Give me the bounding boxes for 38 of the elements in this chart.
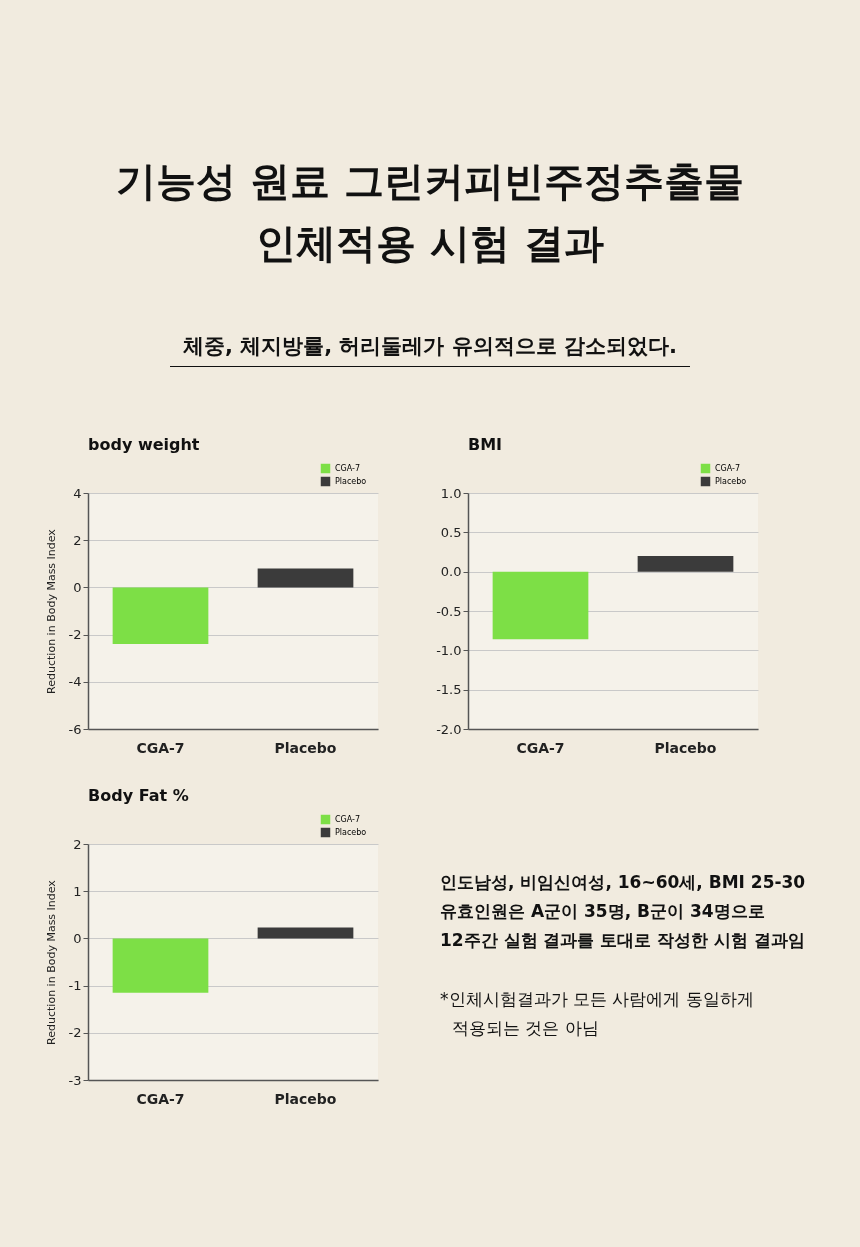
y-tick-label: -1.0 [436, 642, 462, 658]
legend-label: Placebo [335, 476, 367, 486]
y-tick-label: -4 [68, 674, 82, 690]
y-tick-label: -2 [68, 1025, 82, 1041]
x-tick-label: Placebo [274, 739, 337, 756]
y-tick-label: 0.5 [440, 524, 462, 540]
text: 체중, 체지방률, 허리둘레가 유의적으로 감소되었다. [170, 332, 690, 367]
y-axis-title: Reduction in Body Mass Index [44, 528, 58, 694]
legend-label: Placebo [335, 827, 367, 837]
y-tick-label: -0.5 [436, 603, 462, 619]
y-tick-label: 2 [73, 836, 82, 852]
text: *인체시험결과가 모든 사람에게 동일하게 적용되는 것은 아님 [440, 988, 755, 1040]
y-tick-label: -2.0 [436, 721, 462, 737]
y-tick-label: -2 [68, 627, 82, 643]
x-tick-label: CGA-7 [516, 739, 565, 756]
y-tick-label: 0.0 [440, 564, 462, 580]
legend-label: CGA-7 [335, 814, 361, 824]
y-tick-label: 4 [73, 485, 82, 501]
y-tick-label: 1.0 [440, 485, 462, 501]
y-tick-label: 0 [73, 930, 82, 946]
x-tick-label: Placebo [654, 739, 717, 756]
chart-title: Body Fat % [88, 786, 189, 805]
text: 인도남성, 비임신여성, 16~60세, BMI 25-30 유효인원은 A군이 35명, B군이 34명으로 12주간 실험 결과를 토대로 작성한 시험 결과임 [440, 871, 806, 952]
y-axis-title: Reduction in Body Mass Index [44, 879, 58, 1045]
chart-title: BMI [468, 435, 503, 454]
text: 기능성 원료 그린커피빈주정추출물 인체적용 시험 결과 [115, 157, 745, 268]
legend-label: CGA-7 [335, 463, 361, 473]
x-tick-label: CGA-7 [136, 739, 185, 756]
y-tick-label: 0 [73, 579, 82, 595]
chart-title: body weight [88, 435, 200, 454]
y-tick-label: 1 [73, 883, 82, 899]
legend-label: Placebo [715, 476, 747, 486]
y-tick-label: -1 [68, 978, 82, 994]
y-tick-label: -3 [68, 1072, 82, 1088]
y-tick-label: 2 [73, 532, 82, 548]
legend-label: CGA-7 [715, 463, 741, 473]
y-tick-label: -6 [68, 721, 82, 737]
y-tick-label: -1.5 [436, 682, 462, 698]
